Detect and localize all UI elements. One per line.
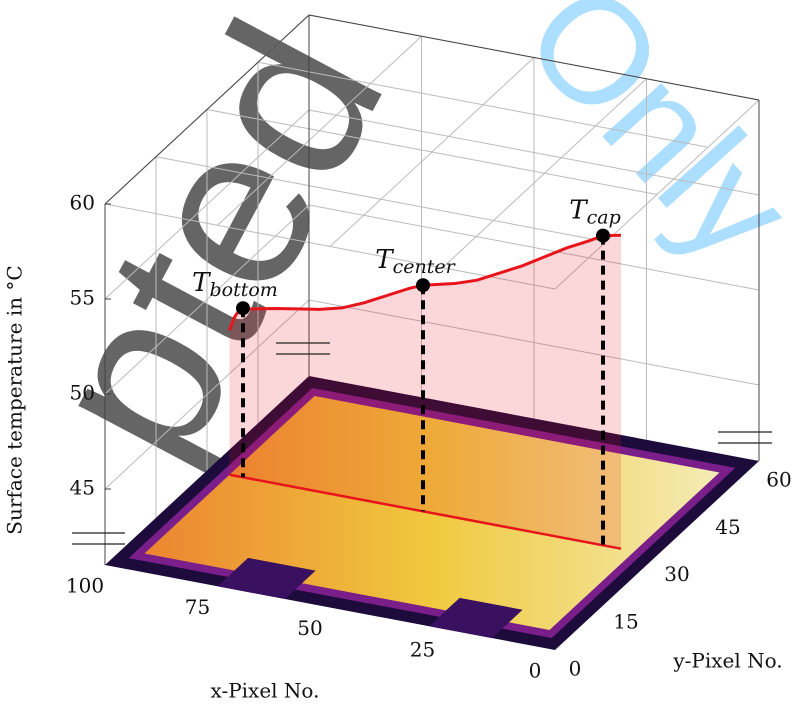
y-tick-label: 0 [569,657,582,681]
annotation-point [416,278,430,293]
heatmap-notch [429,597,523,639]
annotation-subscript: cap [587,207,621,229]
profile-area [229,235,621,549]
annotation-label: Tcap [569,196,620,229]
annotation-symbol: T [192,268,211,298]
y-tick-label: 30 [664,562,689,586]
grid-line [104,203,556,290]
box-edge [104,14,310,205]
x-tick-label: 100 [66,574,104,598]
annotation-subscript: center [393,256,457,278]
labels: x-Pixel No. y-Pixel No. Surface temperat… [3,191,792,703]
x-tick-label: 25 [410,637,435,661]
annotation-label: Tbottom [192,268,278,301]
x-tick-label: 75 [185,595,210,619]
annotation-subscript: bottom [210,279,278,301]
annotation-point [236,301,250,316]
axis-breaks [72,342,772,545]
x-tick-label: 0 [529,659,542,683]
z-tick-label: 55 [70,286,95,310]
y-axis-label: y-Pixel No. [672,649,782,673]
y-tick-label: 45 [715,515,740,539]
grid [104,14,760,565]
profile-base [229,473,622,550]
grid-line [155,156,607,243]
annotation-label: Tcenter [375,245,456,278]
z-tick-label: 45 [70,476,95,500]
grid-line [257,61,709,148]
grid-line [206,109,658,195]
annotation-symbol: T [375,245,394,275]
annotation-point [596,228,610,243]
profile-line [228,233,622,331]
box-edge [308,14,760,101]
x-axis-label: x-Pixel No. [211,679,320,703]
annotation-symbol: T [569,196,588,226]
y-tick-label: 60 [766,468,791,492]
z-axis-label: Surface temperature in °C [3,265,27,534]
z-tick-label: 60 [70,191,95,215]
z-tick-label: 50 [70,381,95,405]
heatmap-notch [217,557,316,599]
y-tick-label: 15 [613,609,638,633]
x-tick-label: 50 [297,616,322,640]
